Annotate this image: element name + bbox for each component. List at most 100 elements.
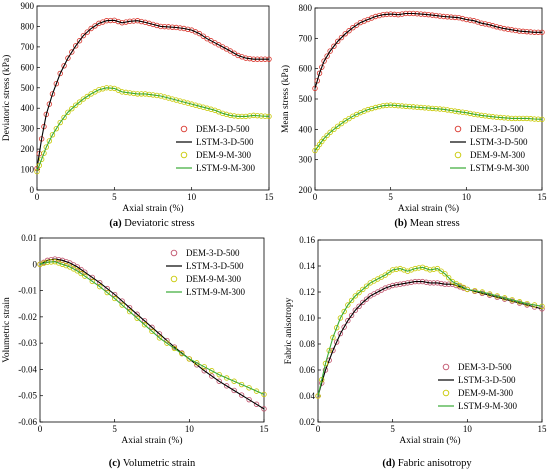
y-tick-label: 800 xyxy=(299,3,313,13)
data-point xyxy=(149,324,155,331)
y-tick-label: 500 xyxy=(21,83,35,93)
data-point xyxy=(208,38,214,44)
panel-caption: (d) Fabric anisotropy xyxy=(382,458,472,469)
data-point xyxy=(111,291,118,298)
data-point xyxy=(38,156,45,163)
data-point xyxy=(223,375,230,381)
data-point xyxy=(316,70,323,76)
data-point xyxy=(333,325,340,331)
data-point xyxy=(261,391,267,398)
panel-d: 0 5 10 15 0.02 0.04 0.06 0.08 0.10 0.12 0.14 0.16 Ax… xyxy=(284,235,547,469)
y-tick-label: 0.16 xyxy=(299,235,315,245)
y-tick-label: 200 xyxy=(299,185,313,195)
caption-text: Volumetric strain xyxy=(120,458,196,469)
data-point xyxy=(46,101,53,107)
data-point xyxy=(338,34,345,41)
data-point xyxy=(331,126,337,133)
data-point xyxy=(156,331,163,337)
y-tick-label: 400 xyxy=(299,124,313,134)
series-lstm-9-m-300 xyxy=(317,266,543,397)
data-point xyxy=(82,269,88,275)
data-point xyxy=(200,33,206,39)
data-point xyxy=(46,138,53,144)
data-point xyxy=(253,388,260,394)
data-point xyxy=(246,385,252,391)
data-point xyxy=(55,260,62,266)
series-line xyxy=(36,87,270,172)
data-point xyxy=(216,371,222,378)
series-line xyxy=(314,104,543,151)
legend-label: DEM-9-M-300 xyxy=(196,150,251,160)
data-point xyxy=(312,85,318,92)
y-axis-label: Volumetric strain xyxy=(2,297,12,363)
data-point xyxy=(208,106,214,112)
data-point xyxy=(231,378,237,384)
data-point xyxy=(324,53,330,59)
plot-frame xyxy=(39,237,265,423)
data-point xyxy=(36,162,43,169)
y-axis-label: Mean stress (kPa) xyxy=(280,65,291,133)
data-point xyxy=(192,29,199,35)
panel-caption: (c) Volumetric strain xyxy=(109,458,196,469)
data-point xyxy=(335,38,341,45)
series-line xyxy=(36,19,269,169)
data-point xyxy=(69,49,75,55)
data-point xyxy=(78,270,84,277)
data-point xyxy=(141,322,148,328)
panel-b: 0 5 10 15 200 300 400 500 600 700 800 Axial strain … xyxy=(280,3,547,229)
y-tick-label: -0.06 xyxy=(18,417,37,427)
x-tick-label: 5 xyxy=(112,424,117,434)
data-point xyxy=(63,258,69,265)
data-point xyxy=(360,286,366,293)
data-point xyxy=(346,28,352,34)
data-point xyxy=(356,303,362,309)
data-point xyxy=(72,102,79,108)
data-point xyxy=(371,278,377,284)
data-point xyxy=(43,144,49,150)
data-point xyxy=(78,266,84,273)
data-point xyxy=(342,118,348,124)
y-tick-label: 200 xyxy=(21,144,35,154)
data-point xyxy=(231,387,237,394)
legend-label: LSTM-3-D-500 xyxy=(458,375,516,385)
series-lstm-3-d-500 xyxy=(314,12,542,89)
y-tick-label: 100 xyxy=(21,165,35,175)
data-point xyxy=(188,101,195,107)
series-dem-9-m-300 xyxy=(37,258,267,398)
data-point xyxy=(238,392,245,398)
x-tick-label: 10 xyxy=(462,192,472,202)
data-point xyxy=(361,18,367,24)
data-point xyxy=(111,295,118,302)
data-point xyxy=(37,261,43,267)
data-point xyxy=(333,339,340,345)
data-point xyxy=(84,29,90,35)
legend-label: LSTM-9-M-300 xyxy=(196,163,255,173)
y-tick-label: 500 xyxy=(299,94,313,104)
x-axis-label: Axial strain (%) xyxy=(398,203,459,214)
data-point xyxy=(76,38,83,44)
data-point xyxy=(216,378,222,384)
series-line xyxy=(314,12,542,89)
legend-marker xyxy=(454,151,462,159)
data-point xyxy=(201,368,207,374)
data-point xyxy=(369,105,375,112)
y-tick-label: 0.01 xyxy=(21,233,37,243)
data-point xyxy=(97,279,103,286)
panel-caption: (b) Mean stress xyxy=(394,218,459,229)
y-tick-label: 0.10 xyxy=(299,313,315,323)
data-point xyxy=(223,111,230,118)
x-axis-label: Axial strain (%) xyxy=(121,435,182,446)
data-point xyxy=(186,356,193,362)
x-tick-label: 0 xyxy=(38,424,43,434)
data-point xyxy=(442,271,448,277)
y-axis-label: Deviatoric stress (kPa) xyxy=(1,55,12,142)
data-point xyxy=(487,291,493,297)
legend-marker xyxy=(442,389,450,397)
legend-marker xyxy=(180,125,188,133)
legend-label: DEM-3-D-500 xyxy=(196,124,250,134)
data-point xyxy=(141,318,148,324)
caption-label: (d) xyxy=(382,458,395,469)
data-point xyxy=(57,70,63,77)
legend-label: DEM-3-D-500 xyxy=(186,248,240,258)
